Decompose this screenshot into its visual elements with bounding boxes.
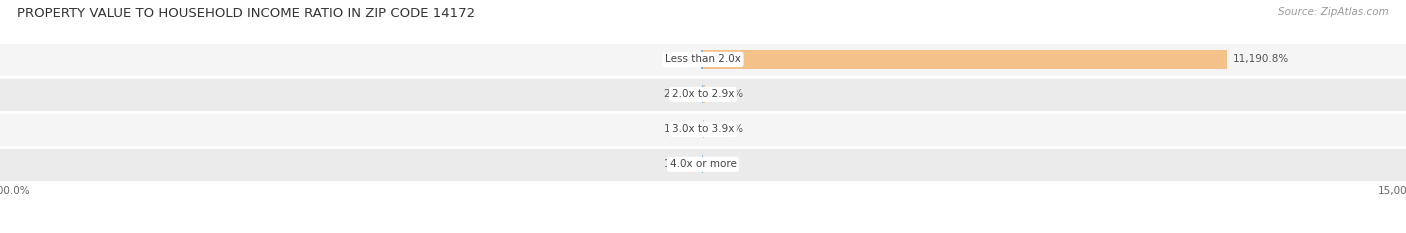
- Text: 10.0%: 10.0%: [664, 124, 697, 134]
- Text: 17.5%: 17.5%: [664, 159, 696, 169]
- Bar: [702, 50, 703, 69]
- Bar: [703, 50, 1227, 69]
- Text: 2.0x to 2.9x: 2.0x to 2.9x: [672, 89, 734, 99]
- Text: PROPERTY VALUE TO HOUSEHOLD INCOME RATIO IN ZIP CODE 14172: PROPERTY VALUE TO HOUSEHOLD INCOME RATIO…: [17, 7, 475, 20]
- Text: 29.2%: 29.2%: [710, 124, 744, 134]
- Text: 44.1%: 44.1%: [710, 89, 744, 99]
- Text: Less than 2.0x: Less than 2.0x: [665, 55, 741, 64]
- Bar: [0, 77, 1406, 112]
- Text: 4.0x or more: 4.0x or more: [669, 159, 737, 169]
- Text: 7.1%: 7.1%: [709, 159, 735, 169]
- Bar: [0, 147, 1406, 182]
- Bar: [703, 85, 704, 103]
- Text: 3.0x to 3.9x: 3.0x to 3.9x: [672, 124, 734, 134]
- Text: 42.9%: 42.9%: [662, 55, 696, 64]
- Bar: [0, 42, 1406, 77]
- Text: 11,190.8%: 11,190.8%: [1233, 55, 1289, 64]
- Text: Source: ZipAtlas.com: Source: ZipAtlas.com: [1278, 7, 1389, 17]
- Bar: [0, 112, 1406, 147]
- Text: 29.6%: 29.6%: [662, 89, 696, 99]
